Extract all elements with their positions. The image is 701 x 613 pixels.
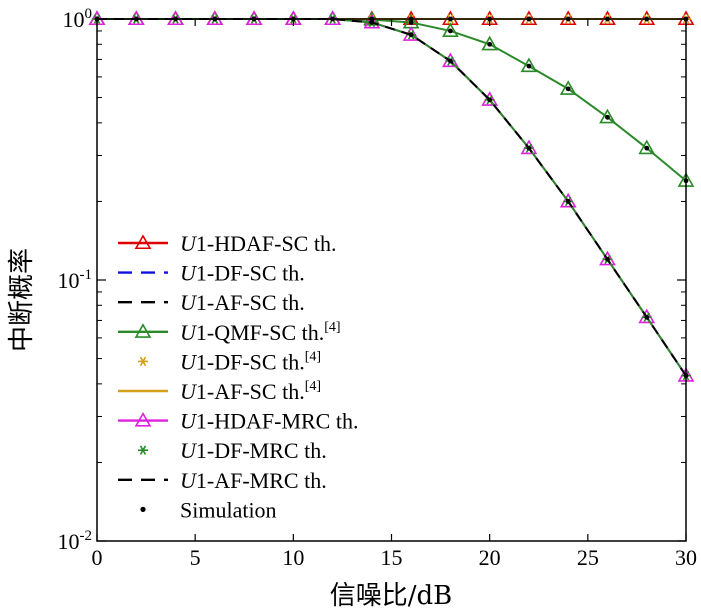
legend-swatch-marker bbox=[134, 411, 152, 427]
legend-entry-6: U1-AF-SC th.[4] bbox=[118, 379, 321, 404]
series-4-marker bbox=[559, 80, 577, 95]
legend-entry-3: U1-AF-SC th. bbox=[118, 290, 305, 315]
series-4-marker bbox=[520, 57, 538, 73]
simulation-point bbox=[605, 256, 610, 262]
legend-swatch-marker bbox=[134, 234, 152, 250]
simulation-point bbox=[526, 63, 532, 69]
legend-entry-10: Simulation bbox=[140, 497, 277, 522]
series-7-marker bbox=[481, 91, 499, 106]
x-tick-label: 25 bbox=[577, 545, 599, 570]
legend-swatch-dot bbox=[140, 506, 146, 512]
legend-label: U1-AF-MRC th. bbox=[180, 468, 327, 493]
simulation-point bbox=[605, 114, 610, 120]
series-7-marker bbox=[520, 139, 538, 155]
simulation-point bbox=[448, 58, 453, 64]
simulation-point bbox=[487, 97, 493, 103]
simulation-point bbox=[565, 86, 571, 92]
series-7-marker bbox=[559, 192, 577, 208]
series-7-marker bbox=[638, 308, 656, 324]
x-tick-label: 15 bbox=[381, 545, 403, 570]
legend: U1-HDAF-SC th. U1-DF-SC th. U1-AF-SC th. U1… bbox=[118, 231, 358, 522]
simulation-point bbox=[448, 28, 453, 34]
series-line-9 bbox=[97, 18, 687, 377]
series-9 bbox=[97, 18, 687, 377]
legend-label: U1-DF-SC th. bbox=[180, 261, 305, 286]
simulation-point bbox=[565, 199, 571, 204]
y-tick-label: 10-2 bbox=[58, 528, 93, 554]
simulation-point bbox=[369, 20, 375, 25]
plot-area bbox=[97, 19, 686, 541]
legend-swatch-marker bbox=[138, 356, 148, 367]
legend-label: Simulation bbox=[180, 497, 277, 522]
legend-label: U1-DF-MRC th. bbox=[180, 438, 327, 463]
y-tick-label: 100 bbox=[63, 6, 93, 32]
tick-layer: 0 5 10 15 20 25 30 10-2 10-1 100 bbox=[58, 6, 698, 570]
y-tick-label: 10-1 bbox=[58, 267, 93, 293]
simulation-point bbox=[526, 145, 532, 151]
x-tick-label: 5 bbox=[190, 545, 201, 570]
legend-entry-8: U1-DF-MRC th. bbox=[138, 438, 327, 463]
legend-entry-4: U1-QMF-SC th.[4] bbox=[118, 320, 341, 345]
series-4-marker bbox=[599, 108, 616, 124]
legend-swatch-marker bbox=[138, 445, 148, 455]
legend-label: U1-QMF-SC th.[4] bbox=[180, 320, 341, 345]
x-tick-label: 20 bbox=[479, 545, 501, 570]
series-7-marker bbox=[442, 52, 459, 68]
x-tick-label: 30 bbox=[675, 545, 697, 570]
legend-swatch-marker bbox=[134, 323, 152, 338]
legend-label: U1-AF-SC th. bbox=[180, 290, 305, 315]
simulation-point bbox=[408, 20, 414, 25]
series-4-marker bbox=[638, 139, 656, 155]
legend-entry-7: U1-HDAF-MRC th. bbox=[118, 409, 358, 434]
simulation-point bbox=[644, 314, 650, 320]
y-axis-label: 中断概率 bbox=[7, 248, 37, 352]
legend-label: U1-DF-SC th.[4] bbox=[180, 349, 321, 374]
legend-entry-2: U1-DF-SC th. bbox=[118, 261, 305, 286]
x-axis-label: 信噪比/dB bbox=[330, 581, 453, 611]
legend-label: U1-HDAF-SC th. bbox=[180, 231, 336, 256]
series-7-marker bbox=[599, 250, 616, 266]
x-tick-label: 10 bbox=[282, 545, 304, 570]
legend-label: U1-AF-SC th.[4] bbox=[180, 379, 321, 404]
legend-entry-5: U1-DF-SC th.[4] bbox=[138, 349, 321, 374]
series-4-marker bbox=[442, 22, 459, 37]
x-tick-label: 0 bbox=[92, 545, 103, 570]
simulation-point bbox=[644, 145, 650, 151]
legend-label: U1-HDAF-MRC th. bbox=[180, 409, 358, 434]
simulation-point bbox=[487, 41, 493, 47]
series-4-marker bbox=[481, 35, 499, 51]
legend-entry-1: U1-HDAF-SC th. bbox=[118, 231, 336, 256]
legend-entry-9: U1-AF-MRC th. bbox=[118, 468, 327, 493]
simulation-point bbox=[408, 32, 414, 38]
